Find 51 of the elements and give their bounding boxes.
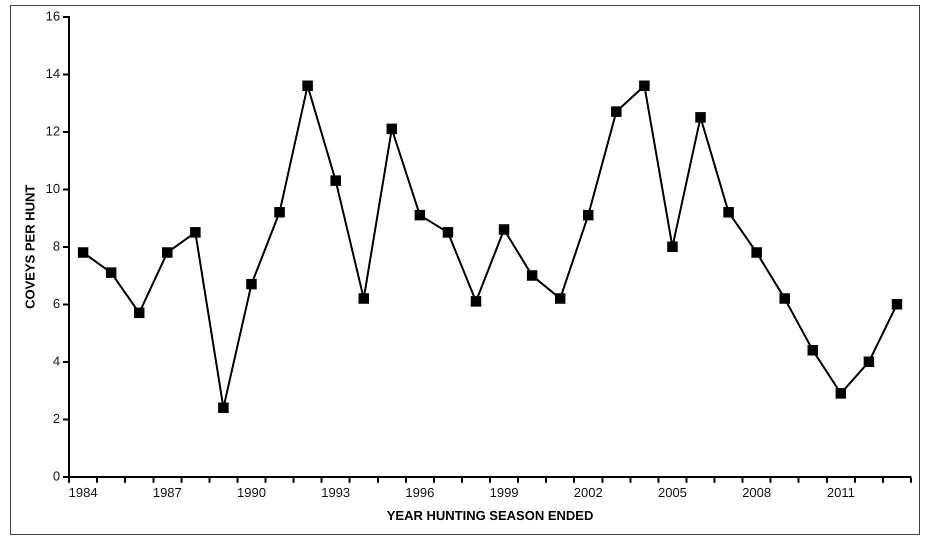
y-tick-label: 0 [52,468,60,484]
point [190,227,201,238]
point [78,247,88,258]
point [695,112,706,123]
x-tick-label: 1987 [152,485,182,500]
point [218,402,229,414]
point [470,296,482,307]
point [358,293,369,304]
point [779,293,790,304]
y-tick-label: 2 [52,410,60,426]
point [667,242,678,252]
point [892,299,902,310]
point [554,293,566,304]
point [162,247,173,258]
x-tick-label: 1996 [405,485,434,500]
x-tick-label: 1984 [68,485,98,500]
point [442,227,454,238]
point [836,388,846,399]
point [386,124,398,134]
point [526,270,538,281]
x-tick-label: 2011 [826,485,855,500]
point [864,356,874,368]
point [106,267,116,278]
point [134,308,144,318]
y-tick-label: 12 [46,123,60,138]
point [639,80,650,92]
y-tick-label: 6 [52,296,60,311]
point [414,210,426,220]
x-tick-label: 2005 [658,485,687,500]
point [302,80,313,92]
point [808,345,818,356]
point [274,207,285,218]
y-axis-title: COVEYS PER HUNT [22,184,38,309]
point [751,247,762,258]
point [611,106,622,117]
y-tick-label: 4 [52,353,60,368]
point [246,278,257,290]
y-tick-label: 16 [46,8,60,24]
x-tick-label: 1993 [321,485,350,500]
y-tick-label: 14 [46,66,60,81]
x-tick-label: 1990 [237,485,266,500]
x-tick-label: 1999 [490,485,519,500]
x-tick-label: 2002 [574,485,603,500]
x-tick-label: 2008 [742,485,772,500]
y-tick-label: 10 [46,180,60,196]
point [583,210,594,220]
point [723,207,734,218]
y-tick-label: 8 [52,238,60,254]
x-axis-title: YEAR HUNTING SEASON ENDED [386,508,594,523]
point [498,224,510,235]
point [330,175,341,186]
